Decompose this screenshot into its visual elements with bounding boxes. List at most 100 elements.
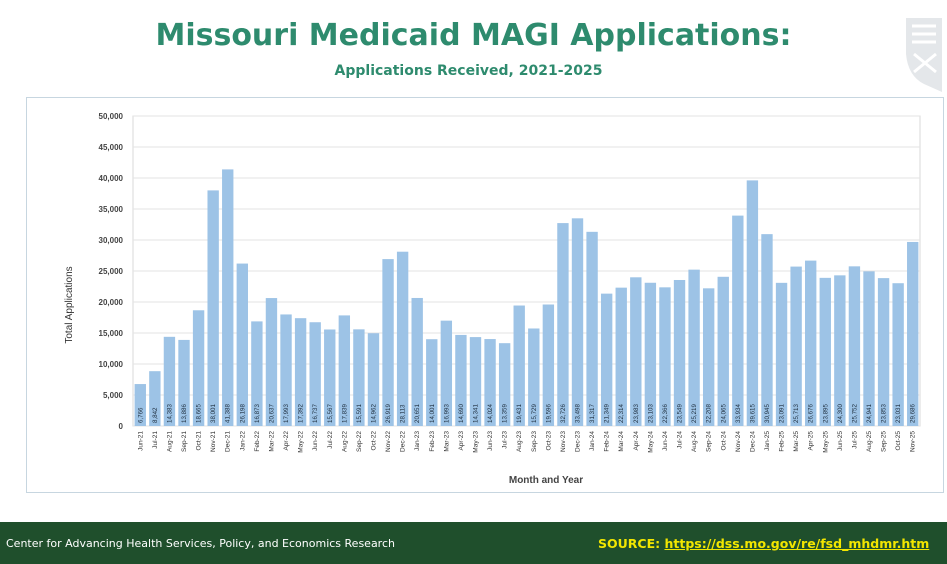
bar xyxy=(688,269,700,426)
bar xyxy=(338,315,351,426)
x-tick-label: Mar-23 xyxy=(443,431,450,452)
bar-data-label: 23,031 xyxy=(895,404,902,423)
bar-data-label: 23,895 xyxy=(822,404,829,423)
bar xyxy=(396,251,409,426)
x-tick-label: Dec-22 xyxy=(400,431,407,452)
x-tick-label: Dec-23 xyxy=(575,431,582,452)
bar-data-label: 24,065 xyxy=(720,404,727,423)
bar-data-label: 17,839 xyxy=(341,404,348,423)
x-tick-label: Aug-21 xyxy=(166,431,173,452)
bar-data-label: 33,498 xyxy=(575,404,582,423)
x-tick-label: May-24 xyxy=(647,431,654,453)
bar xyxy=(877,278,890,426)
bar-data-label: 16,873 xyxy=(254,404,261,423)
x-tick-label: Oct-25 xyxy=(895,431,902,451)
bar-data-label: 25,219 xyxy=(691,404,698,423)
bar xyxy=(265,298,278,426)
x-tick-label: Jan-24 xyxy=(589,431,596,451)
x-tick-label: Apr-25 xyxy=(808,431,815,451)
x-axis-label: Month and Year xyxy=(509,475,583,486)
y-tick-label: 35,000 xyxy=(99,205,124,214)
bar xyxy=(761,234,773,426)
bar-data-label: 14,962 xyxy=(370,404,377,423)
x-tick-label: Jun-25 xyxy=(837,431,844,451)
x-axis-ticks: Jun-21 Jul-21 Aug-21 Sep-21 Oct-21 Nov-21 Dec-… xyxy=(137,431,916,453)
x-tick-label: Nov-25 xyxy=(910,431,917,452)
bar-data-label: 14,001 xyxy=(429,404,436,423)
source-link[interactable]: https://dss.mo.gov/re/fsd_mhdmr.htm xyxy=(664,536,930,551)
y-axis-label: Total Applications xyxy=(64,266,75,343)
x-tick-label: May-22 xyxy=(298,431,305,453)
y-axis-ticks: 0 5,000 10,000 15,000 20,000 25,000 30,000 35,0… xyxy=(99,112,124,431)
bar-data-label: 23,103 xyxy=(647,404,654,423)
bar xyxy=(207,190,219,426)
bar xyxy=(702,288,715,426)
bar xyxy=(426,339,438,426)
x-tick-label: Feb-25 xyxy=(779,431,786,452)
bar-data-label: 32,726 xyxy=(560,404,567,423)
y-tick-label: 20,000 xyxy=(99,298,124,307)
bar xyxy=(790,266,802,426)
x-tick-label: Feb-22 xyxy=(254,431,261,452)
bar xyxy=(571,218,584,426)
x-tick-label: May-23 xyxy=(472,431,479,453)
bar-data-label: 13,886 xyxy=(181,404,188,423)
x-tick-label: Jun-24 xyxy=(662,431,669,451)
x-tick-label: Dec-21 xyxy=(225,431,232,452)
bar xyxy=(673,279,686,426)
chart-frame: 0 5,000 10,000 15,000 20,000 25,000 30,000 35,0… xyxy=(26,97,944,493)
x-tick-label: Oct-21 xyxy=(196,431,203,451)
bars: 6,766 8,842 14,383 13,886 18,665 38,001 41,388… xyxy=(134,169,919,426)
bar xyxy=(163,336,176,426)
bar xyxy=(717,276,729,426)
bar xyxy=(528,328,540,426)
y-tick-label: 10,000 xyxy=(99,360,124,369)
x-tick-label: Jun-23 xyxy=(487,431,494,451)
x-tick-label: Jan-22 xyxy=(239,431,246,451)
bar xyxy=(615,287,627,426)
bar xyxy=(732,215,744,426)
bar-data-label: 20,637 xyxy=(268,404,275,423)
bar-data-label: 31,317 xyxy=(589,404,596,423)
y-tick-label: 0 xyxy=(119,422,124,431)
bar xyxy=(834,275,846,426)
x-tick-label: Nov-24 xyxy=(735,431,742,452)
footer-org: Center for Advancing Health Services, Po… xyxy=(6,537,395,550)
x-tick-label: Nov-23 xyxy=(560,431,567,452)
bar xyxy=(484,339,496,426)
x-tick-label: Nov-21 xyxy=(210,431,217,452)
x-tick-label: Aug-24 xyxy=(691,431,698,452)
x-tick-label: Sep-25 xyxy=(881,431,888,452)
x-tick-label: Feb-23 xyxy=(429,431,436,452)
x-tick-label: Sep-24 xyxy=(706,431,713,452)
bar xyxy=(178,339,190,426)
bar-data-label: 14,341 xyxy=(472,404,479,423)
bar-data-label: 15,729 xyxy=(531,404,538,423)
bar xyxy=(746,180,759,426)
bar xyxy=(775,282,788,426)
bar-data-label: 41,388 xyxy=(225,404,232,423)
y-tick-label: 40,000 xyxy=(99,174,124,183)
x-tick-label: Jan-25 xyxy=(764,431,771,451)
bar xyxy=(236,263,248,426)
x-tick-label: Aug-25 xyxy=(866,431,873,452)
bar-data-label: 17,392 xyxy=(298,404,305,423)
bar xyxy=(498,343,511,426)
bar xyxy=(630,277,642,426)
x-tick-label: Aug-23 xyxy=(516,431,523,452)
bar xyxy=(557,223,569,426)
x-tick-label: Oct-22 xyxy=(370,431,377,451)
bar-data-label: 23,853 xyxy=(881,404,888,423)
bar-data-label: 19,596 xyxy=(545,404,552,423)
x-tick-label: Sep-23 xyxy=(531,431,538,452)
x-tick-label: Dec-24 xyxy=(749,431,756,452)
x-tick-label: Mar-24 xyxy=(618,431,625,452)
bar-data-label: 33,934 xyxy=(735,404,742,423)
x-tick-label: Jul-25 xyxy=(851,431,858,449)
x-tick-label: May-25 xyxy=(822,431,829,453)
bar-data-label: 25,752 xyxy=(851,404,858,423)
bar-data-label: 15,567 xyxy=(327,404,334,423)
bar-data-label: 22,314 xyxy=(618,404,625,423)
x-tick-label: Mar-22 xyxy=(268,431,275,452)
bar xyxy=(513,305,525,426)
